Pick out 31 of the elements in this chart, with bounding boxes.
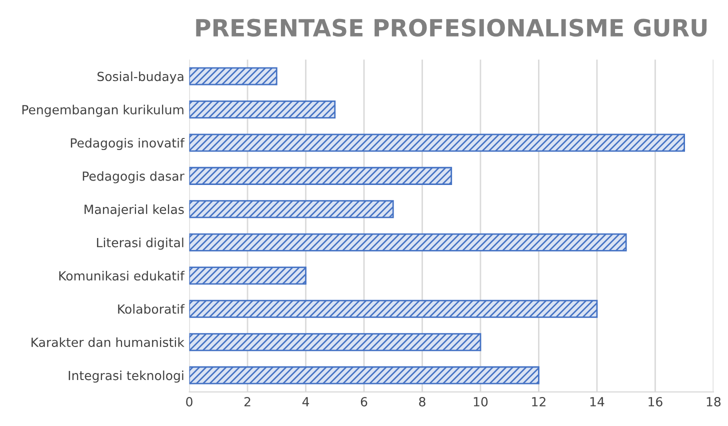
x-tick-label: 0: [186, 397, 192, 406]
bar: [189, 67, 278, 86]
y-tick-label: Pengembangan kurikulum: [22, 104, 184, 117]
x-tick-label: 6: [360, 397, 368, 406]
bar: [189, 100, 336, 118]
x-tick-label: 2: [244, 397, 250, 406]
y-tick-label: Sosial-budaya: [98, 72, 184, 84]
y-tick-label: Kolaboratif: [118, 304, 185, 314]
y-tick-label: Manajerial kelas: [84, 204, 184, 217]
x-tick-label: 12: [532, 397, 546, 406]
y-tick-label: Karakter dan humanistik: [32, 337, 184, 348]
x-tick-label: 18: [706, 397, 721, 406]
bar: [189, 134, 686, 152]
y-tick-label: Komunikasi edukatif: [59, 270, 185, 281]
bar: [189, 200, 394, 218]
bar: [189, 266, 306, 285]
y-tick-label: Integrasi teknologi: [68, 370, 184, 383]
y-tick-label: Literasi digital: [97, 238, 184, 250]
x-tick-label: 16: [648, 397, 662, 406]
bar: [189, 333, 482, 352]
x-tick-label: 10: [474, 397, 488, 406]
bar: [189, 300, 598, 318]
y-tick-label: Pedagogis dasar: [82, 171, 184, 184]
x-tick-label: 14: [590, 397, 604, 406]
x-tick-label: 4: [302, 397, 310, 406]
x-tick-label: 8: [419, 397, 426, 406]
bar: [189, 166, 452, 185]
bar: [189, 233, 627, 252]
y-tick-label: Pedagogis inovatif: [70, 138, 185, 150]
bar: [189, 366, 540, 384]
chart-title: PRESENTASE PROFESIONALISME GURU: [196, 18, 707, 37]
